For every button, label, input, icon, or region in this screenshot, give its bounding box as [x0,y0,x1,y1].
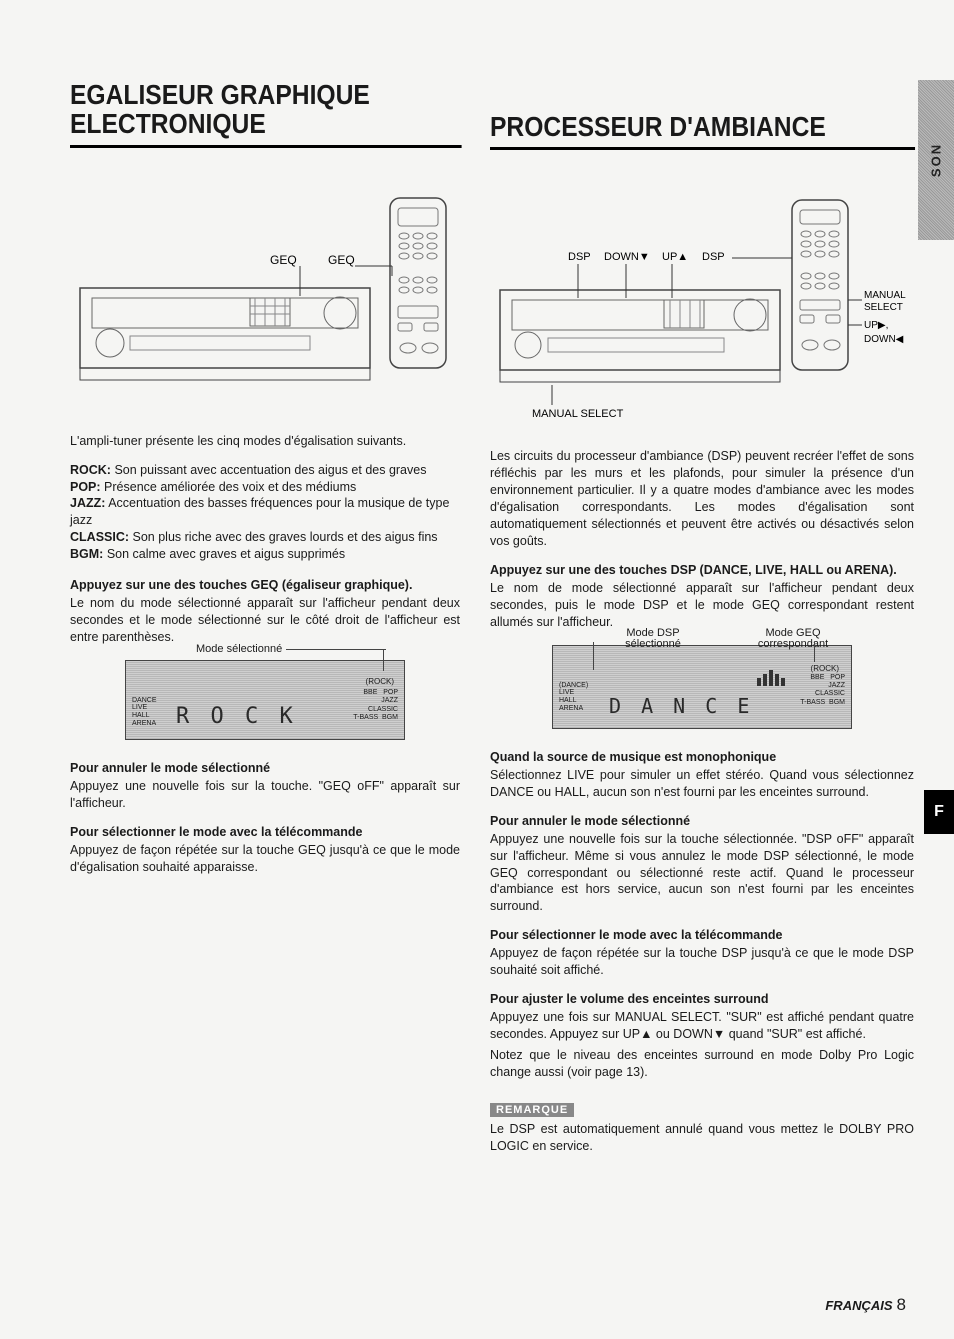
svg-text:DSP: DSP [702,251,725,263]
left-cancel-body: Appuyez une nouvelle fois sur la touche.… [70,778,460,812]
side-tab-f: F [924,790,954,834]
mode-pop-name: POP: [70,480,101,494]
mode-bgm-desc: Son calme avec graves et aigus supprimés [107,547,345,561]
mode-classic-desc: Son plus riche avec des graves lourds et… [133,530,438,544]
remarque-label: REMARQUE [490,1103,574,1117]
right-cancel-title: Pour annuler le mode sélectionné [490,813,914,829]
left-remote-body: Appuyez de façon répétée sur la touche G… [70,842,460,876]
mode-rock-name: ROCK: [70,463,111,477]
right-remote-title: Pour sélectionner le mode avec la téléco… [490,927,914,943]
intro-right: Les circuits du processeur d'ambiance (D… [490,448,914,549]
display-right-labelright: Mode GEQ correspondant [743,628,843,651]
display-left-toplabel: Mode sélectionné [196,643,282,655]
display-right-segments: D A N C E [609,694,753,718]
display-left-segments: R O C K [176,704,297,729]
svg-text:SELECT: SELECT [864,302,903,313]
footer-page: 8 [897,1295,906,1314]
display-left: Mode sélectionné DANCE LIVE HALL ARENA (… [125,660,405,740]
svg-text:DSP: DSP [568,251,591,263]
intro-left: L'ampli-tuner présente les cinq modes d'… [70,433,460,450]
press-dsp-body: Le nom de mode sélectionné apparaît sur … [490,580,914,631]
mode-rock-desc: Son puissant avec accentuation des aigus… [114,463,426,477]
heading-egaliseur: EGALISEUR GRAPHIQUE ELECTRONIQUE [70,80,461,148]
press-geq-title: Appuyez sur une des touches GEQ (égalise… [70,577,460,593]
right-mono-title: Quand la source de musique est monophoni… [490,749,914,765]
page-footer: FRANÇAIS 8 [825,1295,906,1315]
side-tab-son: SON [918,80,954,240]
column-processeur: PROCESSEUR D'AMBIANCE [490,80,914,1167]
right-volume-body1: Appuyez une fois sur MANUAL SELECT. "SUR… [490,1009,914,1043]
callout-manual-select-bottom: MANUAL SELECT [532,408,624,420]
svg-text:DOWN▼: DOWN▼ [604,251,650,263]
right-mono-body: Sélectionnez LIVE pour simuler un effet … [490,767,914,801]
right-cancel-body: Appuyez une nouvelle fois sur la touche … [490,831,914,915]
right-remote-body: Appuyez de façon répétée sur la touche D… [490,945,914,979]
diagram-right: DSP DOWN▼ UP▲ DSP MANUAL SELECT MANUAL S… [490,190,914,420]
side-tab-label: SON [929,143,944,177]
display-right-labelleft: Mode DSP sélectionné [613,628,693,651]
modes-list: ROCK: Son puissant avec accentuation des… [70,462,460,563]
remarque-body: Le DSP est automatiquement annulé quand … [490,1121,914,1155]
svg-text:MANUAL: MANUAL [864,290,906,301]
right-volume-body2: Notez que le niveau des enceintes surrou… [490,1047,914,1081]
diagram-left: GEQ GEQ [70,188,460,398]
display-left-righttop: (ROCK) [366,677,394,686]
column-egaliseur: EGALISEUR GRAPHIQUE ELECTRONIQUE [70,80,460,1167]
svg-text:UP▲: UP▲ [662,251,688,263]
mode-bgm-name: BGM: [70,547,103,561]
f-tab-label: F [934,803,944,821]
display-right-righttop: (ROCK) [811,664,839,673]
display-left-lefttags: DANCE LIVE HALL ARENA [132,697,157,728]
svg-text:UP▶,: UP▶, [864,320,888,331]
right-volume-title: Pour ajuster le volume des enceintes sur… [490,991,914,1007]
heading-processeur: PROCESSEUR D'AMBIANCE [490,112,915,150]
display-right-lefttags: (DANCE) LIVE HALL ARENA [559,682,588,713]
svg-text:DOWN◀: DOWN◀ [864,334,904,345]
callout-geq-unit: GEQ [270,253,297,267]
display-right: Mode DSP sélectionné Mode GEQ correspond… [552,645,852,729]
callout-geq-remote: GEQ [328,253,355,267]
press-dsp-title: Appuyez sur une des touches DSP (DANCE, … [490,562,914,578]
display-right-righttags: BBE POP JAZZ CLASSIC T-BASS BGM [800,674,845,708]
left-cancel-title: Pour annuler le mode sélectionné [70,760,460,776]
mode-pop-desc: Présence améliorée des voix et des médiu… [104,480,356,494]
mode-jazz-desc: Accentuation des basses fréquences pour … [70,496,449,527]
left-remote-title: Pour sélectionner le mode avec la téléco… [70,824,460,840]
footer-lang: FRANÇAIS [825,1298,892,1313]
mode-jazz-name: JAZZ: [70,496,105,510]
press-geq-body: Le nom du mode sélectionné apparaît sur … [70,595,460,646]
display-left-righttags: BBE POP JAZZ CLASSIC T-BASS BGM [353,689,398,723]
mode-classic-name: CLASSIC: [70,530,129,544]
